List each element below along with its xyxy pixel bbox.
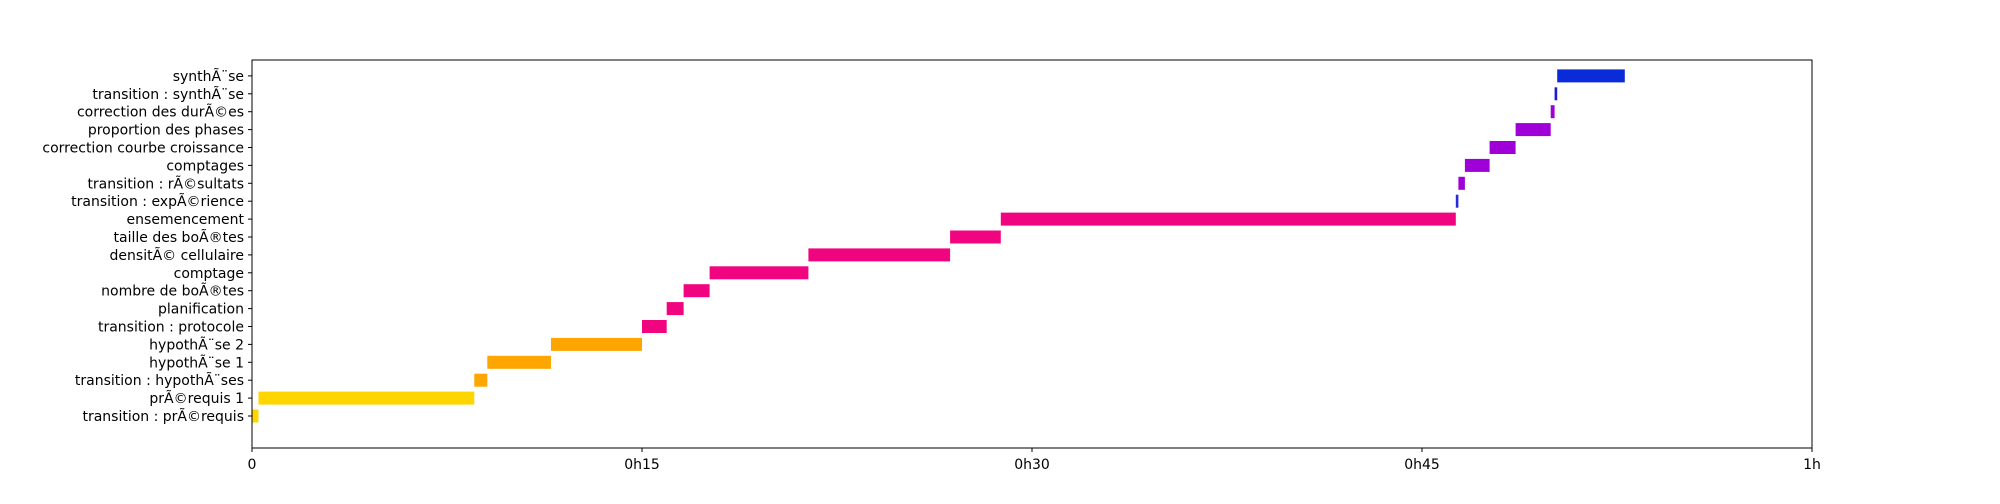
bar-transition-syntha-se <box>1554 87 1558 101</box>
y-label-pra-requis-1: prÃ©requis 1 <box>149 390 244 407</box>
y-label-planification: planification <box>158 302 244 318</box>
bar-proportion-des-phases <box>1515 123 1551 137</box>
y-label-transition-protocole: transition : protocole <box>98 320 244 336</box>
bar-ensemencement <box>1000 212 1456 226</box>
bar-taille-des-boa-tes <box>950 230 1001 244</box>
y-label-transition-expa-rience: transition : expÃ©rience <box>71 193 244 210</box>
x-ticks: 0 0h15 0h30 0h45 1h <box>248 448 1821 473</box>
bars-layer <box>252 69 1625 423</box>
bar-transition-hypotha-ses <box>474 373 488 387</box>
y-label-transition-ra-sultats: transition : rÃ©sultats <box>87 175 244 192</box>
bar-syntha-se <box>1557 69 1625 83</box>
bar-pra-requis-1 <box>258 391 475 405</box>
bar-hypotha-se-1 <box>487 355 551 369</box>
y-label-correction-des-dura-es: correction des durÃ©es <box>77 104 244 121</box>
x-tick-label-1: 0h15 <box>624 457 660 473</box>
bar-transition-expa-rience <box>1455 194 1459 208</box>
y-label-ensemencement: ensemencement <box>127 212 245 228</box>
bar-comptages <box>1464 158 1490 172</box>
bar-transition-protocole <box>642 320 667 333</box>
y-label-correction-courbe-croissance: correction courbe croissance <box>42 141 244 157</box>
bar-densita-cellulaire <box>808 248 951 262</box>
bar-hypotha-se-2 <box>551 337 642 351</box>
bar-transition-pra-requis <box>252 409 259 423</box>
y-label-transition-hypotha-ses: transition : hypothÃ¨ses <box>75 372 244 389</box>
x-tick-label-3: 0h45 <box>1404 457 1440 473</box>
y-label-syntha-se: synthÃ¨se <box>173 68 244 85</box>
y-label-comptages: comptages <box>166 158 244 174</box>
y-label-transition-pra-requis: transition : prÃ©requis <box>82 408 244 425</box>
x-tick-label-2: 0h30 <box>1014 457 1050 473</box>
y-label-hypotha-se-2: hypothÃ¨se 2 <box>149 336 244 353</box>
x-tick-label-4: 1h <box>1803 457 1821 473</box>
bar-correction-courbe-croissance <box>1489 141 1516 154</box>
y-label-comptage: comptage <box>174 266 244 282</box>
y-label-hypotha-se-1: hypothÃ¨se 1 <box>149 354 244 371</box>
bar-nombre-de-boa-tes <box>683 284 710 298</box>
bar-transition-ra-sultats <box>1458 176 1465 190</box>
y-label-nombre-de-boa-tes: nombre de boÃ®tes <box>101 283 244 300</box>
bar-correction-des-dura-es <box>1550 105 1555 119</box>
x-tick-label-0: 0 <box>248 457 257 473</box>
bar-planification <box>666 302 684 316</box>
bar-comptage <box>709 266 809 280</box>
y-label-proportion-des-phases: proportion des phases <box>88 123 244 139</box>
y-label-transition-syntha-se: transition : synthÃ¨se <box>92 86 244 103</box>
plot-area-frame <box>251 59 1813 449</box>
y-label-taille-des-boa-tes: taille des boÃ®tes <box>114 229 244 246</box>
y-label-densita-cellulaire: densitÃ© cellulaire <box>110 247 244 264</box>
